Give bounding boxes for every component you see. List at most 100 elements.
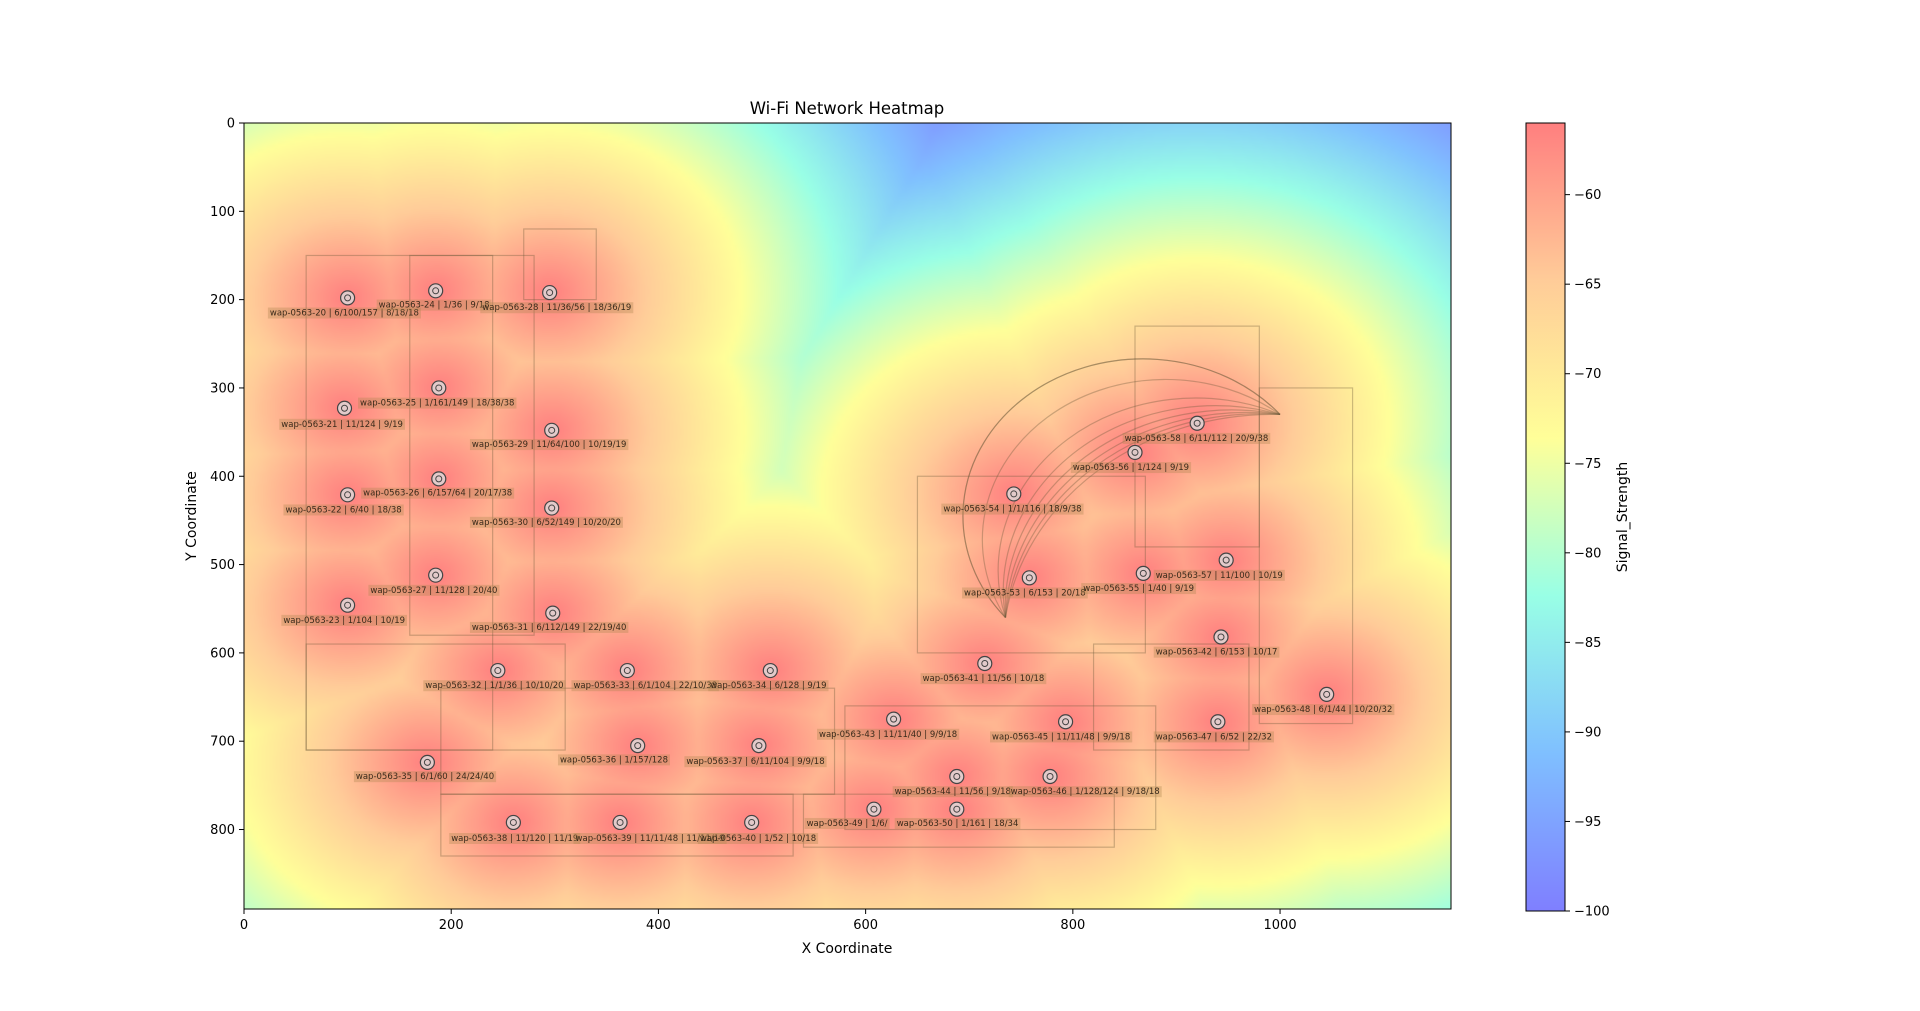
access-point-icon xyxy=(866,801,882,817)
access-point-icon xyxy=(1210,714,1226,730)
access-point: wap-0563-46 | 1/128/124 | 9/18/18 xyxy=(1008,768,1162,798)
access-point-icon xyxy=(428,567,444,583)
auditorium-seating-row xyxy=(997,397,1281,618)
access-point-label-bg xyxy=(1008,786,1162,798)
access-point: wap-0563-50 | 1/161 | 18/34 xyxy=(894,801,1021,829)
colorbar-ticks: −60 −65 −70 −75 −80 −85 −90 −95 −100 xyxy=(1565,188,1610,920)
access-point-icon xyxy=(1021,570,1037,586)
colorbar-tick-label: −75 xyxy=(1574,457,1601,472)
access-point-label-bg xyxy=(358,397,517,409)
auditorium-seating-row xyxy=(1002,405,1281,618)
y-tick-label: 600 xyxy=(210,646,235,661)
access-point-icon xyxy=(340,290,356,306)
access-point-icon xyxy=(544,422,560,438)
access-point: wap-0563-40 | 1/52 | 10/18 xyxy=(697,814,819,844)
access-point-label: wap-0563-39 | 11/11/48 | 11/11/19 xyxy=(576,834,725,844)
access-point-icon-inner xyxy=(435,475,443,483)
access-point-icon-inner xyxy=(435,384,443,392)
access-point-label: wap-0563-50 | 1/161 | 18/34 xyxy=(897,819,1019,829)
access-point-icon-inner xyxy=(634,742,642,750)
floor-plan-room xyxy=(305,643,566,751)
access-point-icon xyxy=(762,662,778,679)
floor-plan-room xyxy=(305,254,494,751)
colorbar-tick-label: −100 xyxy=(1574,905,1610,920)
access-point-label-bg xyxy=(1122,432,1271,444)
access-point-label-bg xyxy=(941,503,1084,515)
access-point-label-bg xyxy=(894,817,1021,829)
chart-title: Wi-Fi Network Heatmap xyxy=(750,99,945,118)
access-point-label-bg xyxy=(962,587,1088,599)
access-point-label: wap-0563-27 | 11/128 | 20/40 xyxy=(370,586,497,596)
access-point-icon-inner xyxy=(890,715,898,723)
access-point-icon-inner xyxy=(1062,718,1070,726)
access-point: wap-0563-23 | 1/104 | 10/19 xyxy=(281,597,408,626)
access-point-icon xyxy=(1057,714,1074,730)
access-point-label-bg xyxy=(892,786,1013,798)
access-point: wap-0563-45 | 11/11/48 | 9/9/18 xyxy=(990,714,1133,743)
access-point-icon-inner xyxy=(494,667,502,675)
y-tick-label: 800 xyxy=(210,823,235,838)
access-point-icon-inner xyxy=(870,805,878,813)
plot-frame xyxy=(243,122,1452,910)
colorbar-tick-label: −65 xyxy=(1574,278,1601,293)
access-point-icon-inner xyxy=(1214,718,1222,726)
access-point-icon-inner xyxy=(1025,574,1033,582)
access-point-icon xyxy=(886,711,902,727)
access-point-label: wap-0563-41 | 11/56 | 10/18 xyxy=(923,674,1045,684)
x-axis: 0 200 400 600 800 1000 xyxy=(240,909,1297,933)
access-point-icon xyxy=(545,605,561,621)
floor-plan-room xyxy=(802,793,1115,848)
colorbar-tick-label: −80 xyxy=(1574,546,1601,561)
access-point-icon xyxy=(336,400,353,416)
access-point-label: wap-0563-57 | 11/100 | 10/19 xyxy=(1156,571,1283,581)
auditorium-seating-row xyxy=(1004,411,1281,618)
access-point-icon xyxy=(1189,415,1205,431)
access-point: wap-0563-56 | 1/124 | 9/19 xyxy=(1070,444,1192,474)
access-point-icon xyxy=(431,471,447,487)
access-point-label: wap-0563-28 | 11/36/56 | 18/36/19 xyxy=(482,303,631,313)
access-point-label: wap-0563-53 | 6/153 | 20/18 xyxy=(964,588,1086,598)
access-point-label: wap-0563-49 | 1/6/ xyxy=(807,819,888,829)
floor-plan-room xyxy=(523,228,597,301)
x-tick-label: 400 xyxy=(646,918,671,933)
access-point-icon-inner xyxy=(344,294,352,302)
access-point-label: wap-0563-29 | 11/64/100 | 10/19/19 xyxy=(472,440,626,450)
access-point-label: wap-0563-42 | 6/153 | 10/17 xyxy=(1156,648,1278,658)
access-point-label-bg xyxy=(368,584,500,596)
access-point-icon-inner xyxy=(766,667,774,675)
access-point-label: wap-0563-44 | 11/56 | 9/18 xyxy=(895,787,1011,797)
access-point-icon xyxy=(751,738,767,754)
access-point-icon-inner xyxy=(623,667,631,675)
colorbar-tick-label: −85 xyxy=(1574,636,1601,651)
access-point-label: wap-0563-56 | 1/124 | 9/19 xyxy=(1073,463,1189,473)
access-point-icon-inner xyxy=(755,742,763,750)
access-point: wap-0563-27 | 11/128 | 20/40 xyxy=(368,567,500,596)
access-point-icon xyxy=(612,814,628,831)
y-tick-label: 500 xyxy=(210,558,235,573)
access-point: wap-0563-28 | 11/36/56 | 18/36/19 xyxy=(480,284,634,314)
access-point-label: wap-0563-31 | 6/112/149 | 22/19/40 xyxy=(472,623,626,633)
access-point-icon-inner xyxy=(548,504,556,512)
access-point-icon-inner xyxy=(953,805,961,813)
access-point-icon xyxy=(630,738,646,754)
auditorium-seating-row xyxy=(962,358,1281,618)
access-point: wap-0563-35 | 6/1/60 | 24/24/40 xyxy=(353,754,497,783)
auditorium-seating-row xyxy=(1004,413,1281,618)
access-point-icon-inner xyxy=(344,601,352,609)
floor-plan-room xyxy=(440,793,794,857)
access-point-label-bg xyxy=(1153,646,1280,658)
access-point-label: wap-0563-22 | 6/40 | 18/38 xyxy=(285,505,401,515)
access-point-label: wap-0563-32 | 1/1/36 | 10/10/20 xyxy=(425,681,563,691)
access-point-label: wap-0563-46 | 1/128/124 | 9/18/18 xyxy=(1011,787,1160,797)
access-point: wap-0563-54 | 1/1/116 | 18/9/38 xyxy=(941,486,1084,515)
floor-plan-room xyxy=(1258,387,1354,725)
access-point-icon-inner xyxy=(1010,490,1018,498)
access-point-label: wap-0563-20 | 6/100/157 | 8/18/18 xyxy=(270,309,419,319)
access-point-icon xyxy=(619,662,635,679)
access-point-label: wap-0563-21 | 11/124 | 9/19 xyxy=(281,420,403,430)
access-point-label-bg xyxy=(267,307,421,319)
access-point-label-bg xyxy=(376,299,492,311)
access-point: wap-0563-55 | 1/40 | 9/19 xyxy=(1081,565,1197,595)
x-axis-label: X Coordinate xyxy=(802,941,893,957)
